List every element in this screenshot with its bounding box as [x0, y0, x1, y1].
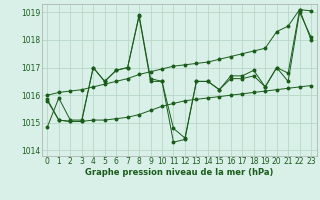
X-axis label: Graphe pression niveau de la mer (hPa): Graphe pression niveau de la mer (hPa) — [85, 168, 273, 177]
